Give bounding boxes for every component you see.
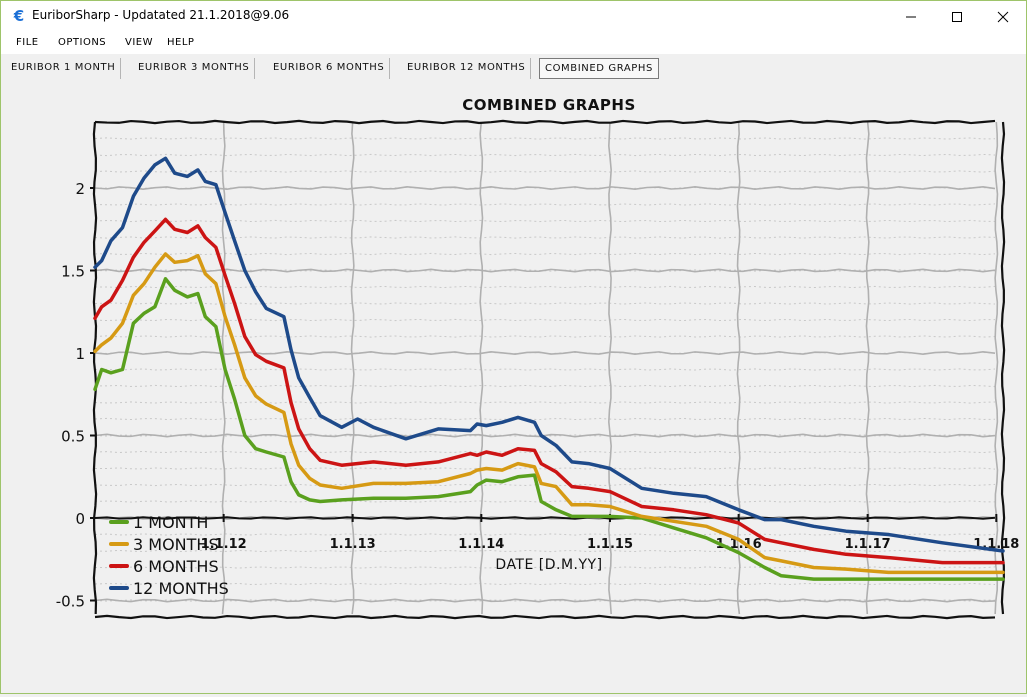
major-gridline-x [994,121,999,615]
major-gridline-x [607,121,612,615]
plot-frame-right [1000,121,1006,615]
y-tick-label: 0.5 [61,428,85,446]
plot-frame-bottom [94,614,996,620]
minor-gridline [94,137,996,140]
minor-gridline [94,252,996,256]
legend-label: 12 MONTHS [133,579,229,598]
legend-label: 1 MONTH [133,513,208,532]
series-line-4 [93,156,1005,553]
zero-axis-line [94,516,996,520]
series-line-3 [93,217,1005,565]
legend-label: 3 MONTHS [133,535,219,554]
menu-bar: FILE OPTIONS VIEW HELP [1,32,1026,54]
menu-view[interactable]: VIEW [125,37,153,48]
minor-gridline [94,203,996,206]
major-gridline-x [479,121,484,615]
x-axis-label: DATE [D.M.YY] [495,557,602,573]
chart-area: COMBINED GRAPHS 2 1.5 1 0.5 0 -0.5 1.1.12 1.1.13… [1,81,1026,693]
major-gridline-y [94,350,996,356]
x-tick-label: 1.1.13 [330,537,376,552]
x-tick-label: 1.1.15 [587,537,633,552]
maximize-icon [952,11,962,22]
minor-gridline [94,153,996,157]
x-tick-label: 1.1.14 [458,537,504,552]
menu-help[interactable]: HELP [167,37,195,48]
tab-bar: EURIBOR 1 MONTH EURIBOR 3 MONTHS EURIBOR… [1,56,1026,80]
minor-gridline [94,384,996,388]
series-line-1 [93,277,1005,581]
tab-euribor-1-month[interactable]: EURIBOR 1 MONTH [6,58,122,79]
major-gridline-x [350,121,355,615]
maximize-button[interactable] [934,1,980,32]
euro-app-icon: € [13,7,25,25]
close-button[interactable] [980,1,1026,32]
menu-options[interactable]: OPTIONS [58,37,107,48]
chart-title: COMBINED GRAPHS [462,96,636,114]
minor-gridline [94,219,996,223]
x-tick-label: 1.1.12 [201,537,247,552]
minimize-icon [906,16,916,17]
minor-gridline [94,170,996,173]
y-tick-label: 1.5 [61,263,85,281]
close-icon [997,11,1009,22]
tab-euribor-12-months[interactable]: EURIBOR 12 MONTHS [402,58,532,79]
y-tick-label: 1 [75,345,85,363]
menu-file[interactable]: FILE [16,37,39,48]
window-title: EuriborSharp - Updatated 21.1.2018@9.06 [32,8,290,22]
plot-frame-left [92,121,98,615]
major-gridline-y [94,598,996,603]
minor-gridline [94,533,996,536]
major-gridline-x [736,121,741,615]
minor-gridline [94,582,996,586]
minor-gridline [94,302,996,305]
y-tick-label: -0.5 [56,593,85,611]
minimize-button[interactable] [888,1,934,32]
tab-euribor-6-months[interactable]: EURIBOR 6 MONTHS [268,58,391,79]
minor-gridline [94,401,996,404]
minor-gridline [94,368,996,371]
x-tick-label: 1.1.17 [845,537,891,552]
chart-legend: 1 MONTH 3 MONTHS 6 MONTHS 12 MONTHS [109,513,229,598]
tab-combined-graphs[interactable]: COMBINED GRAPHS [539,58,659,79]
minor-gridline [94,549,996,553]
minor-gridline [94,236,996,239]
plot-frame-top [94,119,996,125]
tab-euribor-3-months[interactable]: EURIBOR 3 MONTHS [133,58,256,79]
minor-gridline [94,450,996,454]
minor-gridline [94,467,996,470]
y-tick-label: 2 [75,180,85,198]
minor-gridline [94,285,996,289]
legend-label: 6 MONTHS [133,557,219,576]
y-tick-label: 0 [75,510,85,528]
major-gridline-y [94,185,996,191]
title-bar[interactable]: € EuriborSharp - Updatated 21.1.2018@9.0… [1,1,1026,32]
minor-gridline [94,318,996,322]
series-line-2 [93,252,1005,575]
combined-graphs-chart: COMBINED GRAPHS 2 1.5 1 0.5 0 -0.5 1.1.12 1.1.13… [56,96,1019,620]
minor-gridline [94,417,996,421]
